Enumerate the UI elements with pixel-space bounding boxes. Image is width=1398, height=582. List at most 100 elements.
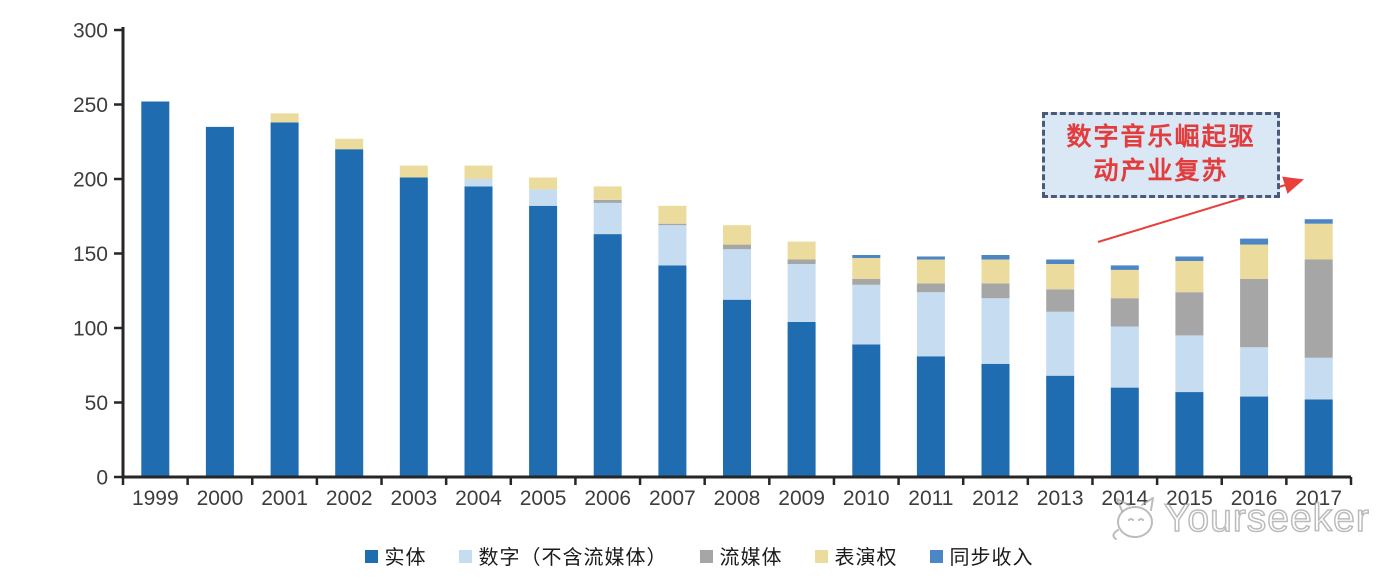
bar-segment bbox=[1110, 387, 1139, 477]
bar-segment bbox=[464, 186, 493, 477]
bar-segment bbox=[529, 177, 558, 190]
bar-segment bbox=[1240, 238, 1269, 245]
bar-segment bbox=[464, 179, 493, 187]
bar-segment bbox=[787, 259, 816, 264]
bar-segment bbox=[658, 265, 687, 477]
bar-segment bbox=[723, 225, 751, 245]
legend-item: 同步收入 bbox=[929, 541, 1034, 570]
bar-segment bbox=[1304, 259, 1333, 358]
legend-label: 表演权 bbox=[834, 547, 898, 569]
bar-segment bbox=[658, 205, 687, 224]
annotation-line-1: 数字音乐崛起驱 bbox=[1066, 124, 1256, 151]
legend-label: 流媒体 bbox=[719, 547, 783, 569]
bar-segment bbox=[916, 356, 945, 477]
x-tick-label: 2006 bbox=[584, 487, 631, 510]
bar-segment bbox=[916, 292, 945, 357]
bar-segment bbox=[852, 255, 881, 258]
bar-segment bbox=[270, 122, 299, 478]
x-tick-label: 2002 bbox=[326, 487, 373, 510]
annotation-line-2: 动产业复苏 bbox=[1093, 158, 1229, 185]
legend-swatch bbox=[814, 550, 828, 563]
x-tick-label: 2008 bbox=[714, 487, 761, 510]
bar-segment bbox=[723, 249, 751, 300]
bar-segment bbox=[593, 186, 622, 200]
y-tick-label: 50 bbox=[85, 392, 108, 415]
x-tick-label: 1999 bbox=[132, 487, 179, 510]
bar-segment bbox=[981, 255, 1010, 260]
annotation-callout: 数字音乐崛起驱 动产业复苏 bbox=[1042, 112, 1280, 198]
bar-segment bbox=[1110, 269, 1139, 299]
bar-segment bbox=[335, 149, 364, 477]
x-tick-label: 2013 bbox=[1037, 487, 1084, 510]
bar-segment bbox=[464, 165, 493, 179]
legend-label: 数字（不含流媒体） bbox=[478, 547, 668, 569]
legend-item: 表演权 bbox=[814, 541, 898, 570]
x-tick-label: 2005 bbox=[520, 487, 567, 510]
bar-segment bbox=[1240, 347, 1269, 397]
bar-segment bbox=[981, 283, 1010, 299]
bar-segment bbox=[1046, 259, 1075, 264]
bar-segment bbox=[270, 113, 299, 123]
bar-segment bbox=[1046, 375, 1075, 477]
legend-swatch bbox=[929, 550, 943, 563]
y-tick-label: 0 bbox=[96, 467, 108, 490]
bar-segment bbox=[1046, 289, 1075, 312]
bar-segment bbox=[981, 259, 1010, 284]
bar-segment bbox=[852, 278, 881, 285]
bar-segment bbox=[593, 199, 622, 203]
x-tick-label: 2003 bbox=[390, 487, 437, 510]
bar-segment bbox=[593, 202, 622, 235]
chart-legend: 实体 数字（不含流媒体） 流媒体 表演权 同步收入 bbox=[0, 541, 1398, 570]
bar-segment bbox=[658, 223, 687, 226]
y-tick-label: 250 bbox=[73, 94, 108, 117]
bar-segment bbox=[981, 298, 1010, 364]
x-tick-label: 2014 bbox=[1101, 487, 1148, 510]
bar-segment bbox=[852, 344, 881, 477]
bar-segment bbox=[916, 256, 945, 260]
bar-segment bbox=[981, 363, 1010, 477]
x-tick-label: 2010 bbox=[843, 487, 890, 510]
bar-segment bbox=[1304, 223, 1333, 260]
bar-segment bbox=[529, 189, 558, 206]
bar-segment bbox=[205, 126, 234, 478]
x-tick-label: 2001 bbox=[261, 487, 308, 510]
bar-segment bbox=[787, 322, 816, 477]
bar-segment bbox=[916, 259, 945, 284]
bar-segment bbox=[1175, 292, 1204, 336]
x-tick-label: 2004 bbox=[455, 487, 502, 510]
bar-segment bbox=[787, 241, 816, 260]
bar-segment bbox=[1175, 260, 1204, 293]
legend-swatch bbox=[364, 550, 378, 563]
bar-segment bbox=[399, 177, 428, 477]
bar-segment bbox=[529, 205, 558, 478]
legend-label: 同步收入 bbox=[949, 547, 1034, 569]
bar-segment bbox=[399, 165, 428, 178]
x-tick-label: 2009 bbox=[778, 487, 825, 510]
legend-swatch bbox=[699, 550, 713, 563]
bar-segment bbox=[852, 284, 881, 345]
bar-segment bbox=[1175, 335, 1204, 392]
axes-group: 0 50 100 150 200 250 300 1999 2000 2001 2002 2003 20… bbox=[73, 20, 1353, 510]
bars-group bbox=[141, 101, 1333, 478]
bar-segment bbox=[593, 234, 622, 477]
bar-segment bbox=[1110, 326, 1139, 388]
bar-segment bbox=[1240, 396, 1269, 477]
x-tick-label: 2016 bbox=[1231, 487, 1278, 510]
y-tick-label: 150 bbox=[73, 243, 108, 266]
bar-segment bbox=[335, 138, 364, 150]
legend-item: 实体 bbox=[364, 541, 427, 570]
bar-segment bbox=[1240, 244, 1269, 279]
bar-segment bbox=[1175, 256, 1204, 261]
x-tick-label: 2011 bbox=[908, 487, 953, 510]
bar-segment bbox=[787, 263, 816, 322]
x-tick-label: 2012 bbox=[972, 487, 1019, 510]
y-tick-label: 100 bbox=[73, 318, 108, 341]
bar-segment bbox=[1110, 265, 1139, 270]
bar-segment bbox=[658, 225, 687, 266]
bar-segment bbox=[1046, 263, 1075, 290]
bar-segment bbox=[1175, 392, 1204, 477]
legend-swatch bbox=[458, 550, 472, 563]
y-tick-label: 200 bbox=[73, 169, 108, 192]
